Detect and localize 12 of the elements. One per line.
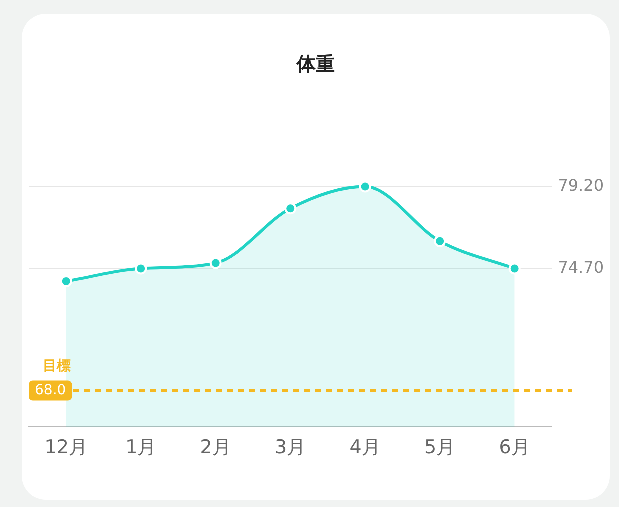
x-tick-label: 2月: [200, 436, 232, 459]
x-tick-label: 4月: [350, 436, 381, 459]
y-tick-label: 79.20: [558, 176, 604, 195]
x-tick-label: 3月: [275, 436, 306, 459]
x-tick-label: 6月: [499, 436, 530, 459]
x-tick-label: 5月: [424, 436, 456, 459]
annotation: 68.0: [35, 382, 66, 398]
x-tick-label: 1月: [126, 436, 157, 459]
chart-title: 体重: [296, 53, 335, 76]
ref-line-label: 目標: [43, 358, 71, 374]
x-tick-label: 12月: [44, 436, 88, 459]
y-tick-label: 74.70: [558, 258, 604, 277]
